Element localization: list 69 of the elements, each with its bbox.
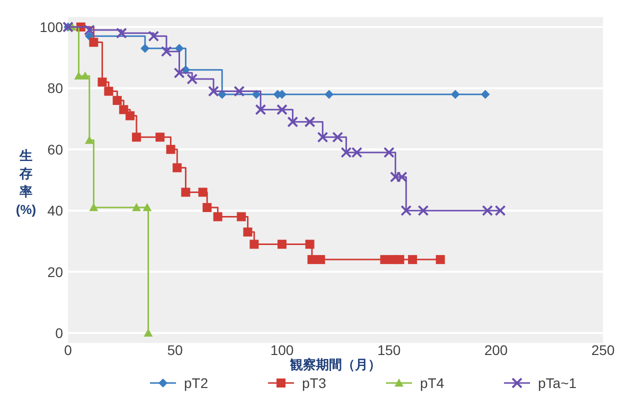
point xyxy=(126,111,135,120)
point xyxy=(140,44,150,53)
y-tick-label: 80 xyxy=(47,80,64,96)
point xyxy=(181,188,190,197)
point xyxy=(198,188,208,197)
point xyxy=(202,203,212,212)
point xyxy=(384,146,394,158)
legend-label: pT4 xyxy=(420,375,444,391)
x-tick-label: 250 xyxy=(591,342,615,358)
point xyxy=(116,28,127,39)
legend-label: pT3 xyxy=(302,375,326,391)
y-tick-label: 0 xyxy=(55,325,64,341)
x-tick-label: 50 xyxy=(167,342,183,358)
point xyxy=(148,30,160,42)
point xyxy=(236,212,246,222)
legend-label: pT2 xyxy=(184,375,208,391)
x-tick-label: 100 xyxy=(270,342,294,358)
point xyxy=(324,90,334,99)
x-tick-label: 150 xyxy=(377,342,401,358)
point xyxy=(276,104,288,116)
point xyxy=(166,144,176,154)
point xyxy=(400,205,412,216)
point xyxy=(89,203,98,212)
point xyxy=(84,136,94,144)
point xyxy=(104,86,114,96)
x-axis-title: 観察期間（月） xyxy=(289,357,381,372)
point xyxy=(307,255,316,264)
y-tick-label: 60 xyxy=(47,141,64,158)
point xyxy=(98,78,107,87)
y-tick-label: 40 xyxy=(47,202,64,219)
point xyxy=(395,255,404,264)
point xyxy=(132,132,141,142)
point xyxy=(305,240,314,249)
point xyxy=(142,203,152,212)
point xyxy=(160,46,172,57)
point xyxy=(287,116,298,128)
point xyxy=(408,255,418,264)
point xyxy=(112,96,122,105)
point xyxy=(186,74,198,85)
point xyxy=(119,105,128,114)
point xyxy=(174,67,185,78)
point xyxy=(418,205,429,216)
point xyxy=(84,24,95,36)
point xyxy=(450,90,460,99)
point xyxy=(132,203,141,212)
point xyxy=(172,163,182,172)
point xyxy=(234,86,245,97)
point xyxy=(278,240,286,249)
point xyxy=(255,104,266,116)
point xyxy=(250,240,259,249)
point xyxy=(304,116,316,128)
point xyxy=(208,86,220,97)
y-tick-label: 20 xyxy=(47,264,64,280)
point xyxy=(316,255,326,264)
point xyxy=(156,132,165,142)
point xyxy=(80,71,90,80)
legend-label: pTa~1 xyxy=(538,375,577,391)
x-tick-label: 200 xyxy=(484,342,508,358)
point xyxy=(243,228,252,237)
point xyxy=(89,38,98,47)
point xyxy=(332,132,344,143)
point xyxy=(144,328,153,337)
point xyxy=(213,212,222,222)
point xyxy=(380,255,390,264)
point xyxy=(317,132,328,143)
y-tick-label: 100 xyxy=(40,19,64,35)
y-axis-title: 生存率(%) xyxy=(16,148,36,217)
point xyxy=(480,90,490,99)
point xyxy=(436,255,445,264)
